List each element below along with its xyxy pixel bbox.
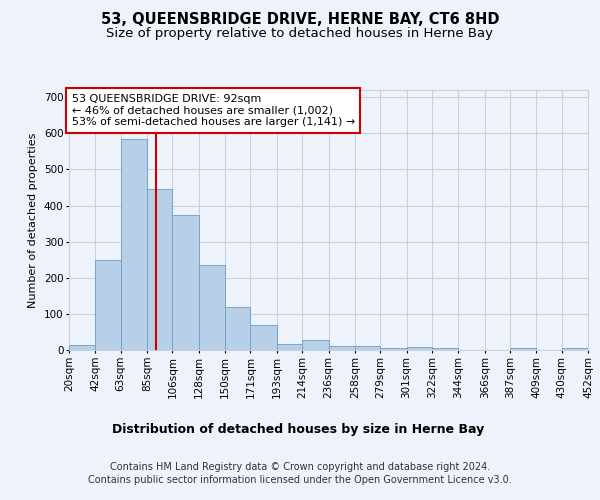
Bar	[199, 265, 225, 350]
Text: 53 QUEENSBRIDGE DRIVE: 92sqm
← 46% of detached houses are smaller (1,002)
53% of: 53 QUEENSBRIDGE DRIVE: 92sqm ← 46% of de…	[71, 94, 355, 127]
Bar	[302, 340, 329, 350]
Bar	[432, 348, 458, 350]
Bar	[407, 347, 432, 350]
Bar	[147, 188, 172, 350]
Text: Size of property relative to detached houses in Herne Bay: Size of property relative to detached ho…	[107, 28, 493, 40]
Bar	[95, 260, 121, 350]
Bar	[329, 346, 355, 350]
Text: Distribution of detached houses by size in Herne Bay: Distribution of detached houses by size …	[112, 422, 485, 436]
Bar	[380, 348, 407, 350]
Bar	[277, 344, 302, 350]
Text: Contains HM Land Registry data © Crown copyright and database right 2024.: Contains HM Land Registry data © Crown c…	[110, 462, 490, 472]
Bar	[562, 348, 588, 350]
Bar	[225, 308, 250, 350]
Bar	[250, 326, 277, 350]
Bar	[69, 344, 95, 350]
Bar	[121, 138, 147, 350]
Bar	[172, 216, 199, 350]
Text: Contains public sector information licensed under the Open Government Licence v3: Contains public sector information licen…	[88, 475, 512, 485]
Bar	[510, 348, 536, 350]
Y-axis label: Number of detached properties: Number of detached properties	[28, 132, 38, 308]
Bar	[355, 346, 380, 350]
Text: 53, QUEENSBRIDGE DRIVE, HERNE BAY, CT6 8HD: 53, QUEENSBRIDGE DRIVE, HERNE BAY, CT6 8…	[101, 12, 499, 28]
